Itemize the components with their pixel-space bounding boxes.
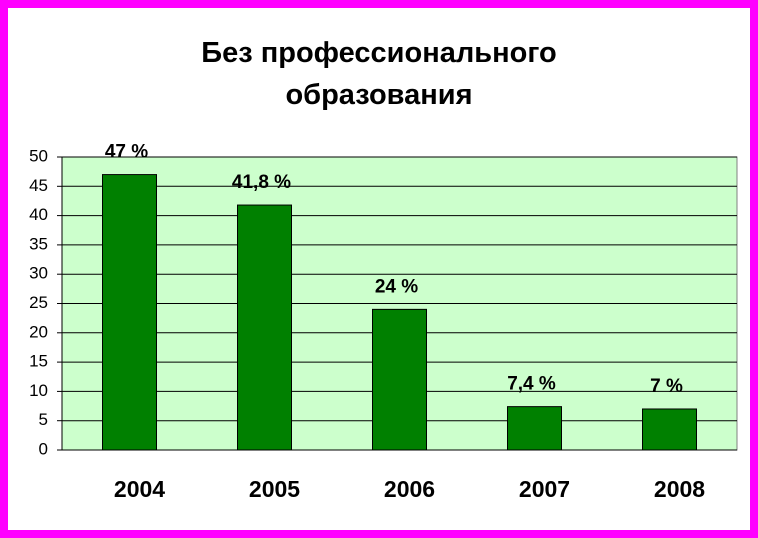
bar <box>642 408 697 451</box>
bar <box>372 308 427 451</box>
y-tick-label: 25 <box>29 293 48 312</box>
x-tick-label: 2007 <box>519 476 570 502</box>
x-tick-label: 2008 <box>654 476 705 502</box>
data-label: 7,4 % <box>507 374 556 395</box>
data-label: 7 % <box>650 376 683 397</box>
y-tick-label: 35 <box>29 234 48 253</box>
chart-title: Без профессионального образования <box>201 37 557 111</box>
y-tick-label: 30 <box>29 264 48 283</box>
bar <box>102 174 157 451</box>
y-tick-label: 0 <box>39 439 48 458</box>
y-tick-label: 45 <box>29 176 48 195</box>
y-tick-label: 5 <box>39 410 48 429</box>
y-tick-label: 15 <box>29 352 48 371</box>
data-label: 47 % <box>105 142 148 163</box>
y-tick-label: 40 <box>29 205 48 224</box>
data-label: 24 % <box>375 276 418 297</box>
y-tick-label: 50 <box>29 146 48 165</box>
data-label: 41,8 % <box>232 172 291 193</box>
bar <box>507 406 562 451</box>
y-tick-label: 20 <box>29 322 48 341</box>
x-tick-label: 2004 <box>114 476 165 502</box>
x-tick-label: 2006 <box>384 476 435 502</box>
bar <box>237 204 292 451</box>
x-tick-label: 2005 <box>249 476 300 502</box>
y-tick-label: 10 <box>29 381 48 400</box>
